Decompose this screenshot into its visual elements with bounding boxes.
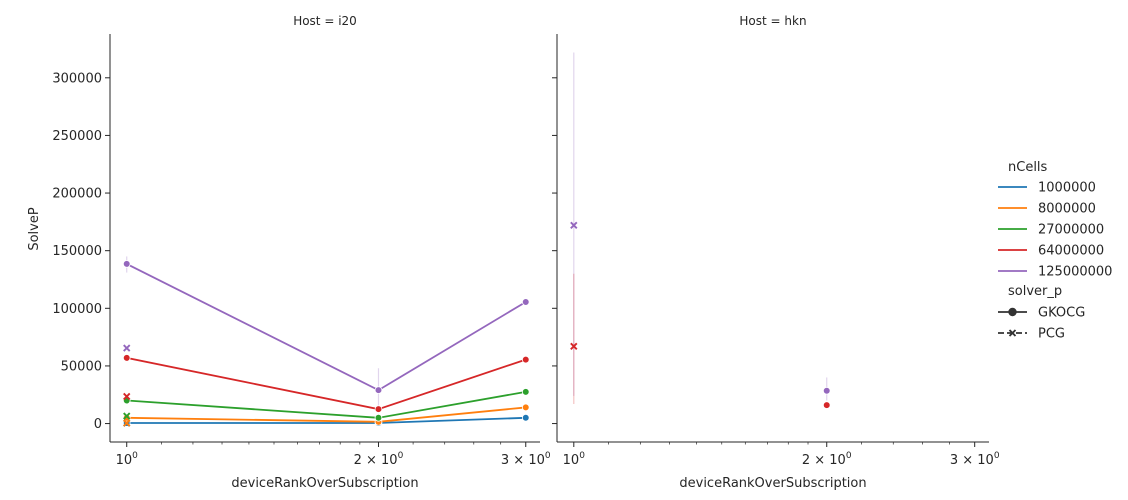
data-point-circle-marker [122,413,131,422]
data-point-circle-marker [822,401,831,409]
y-tick-label: 0 [94,417,102,432]
x-tick-label: 3 × 100 [501,451,551,468]
y-tick-label: 50000 [61,359,102,374]
x-tick-label: 2 × 100 [802,451,852,468]
legend-label: PCG [1038,327,1065,342]
legend-circle-marker [1008,307,1017,317]
series-line-gkocg-125000000 [126,263,527,392]
x-axis-label-left: deviceRankOverSubscription [231,476,418,491]
x-axis-label-right: deviceRankOverSubscription [679,476,866,491]
data-point-x-marker [123,419,131,427]
y-axis-label: SolveP [27,207,42,251]
legend-label: 64000000 [1038,244,1104,259]
x-tick-label: 3 × 100 [950,451,1000,468]
data-point-circle-marker [521,413,530,422]
panel-hkn: Host = hkn 100 2 × 100 3 × 100 [552,14,1000,468]
data-point-circle-marker [521,355,530,364]
data-point-x-marker [570,342,578,351]
y-tick-label: 300000 [52,71,102,86]
data-point-circle-marker [521,298,530,306]
data-point-circle-marker [521,388,530,396]
x-tick-label: 2 × 100 [354,451,404,468]
data-point-circle-marker [374,405,383,413]
data-point-x-marker [123,392,131,401]
data-point-x-marker [123,412,131,420]
legend-title-solver: solver_p [1008,284,1062,299]
y-tick-label: 150000 [52,244,102,259]
legend-label: 1000000 [1038,181,1096,196]
y-tick-label: 100000 [52,302,102,317]
data-point-circle-marker [374,386,383,394]
panel-title: Host = i20 [293,14,357,28]
panel-i20: Host = i20 0 50000 100000 150000 200000 250000… [52,14,551,468]
legend-label: 8000000 [1038,202,1096,217]
legend-x-marker [1008,329,1017,337]
legend-hue-entries: 1000000 8000000 27000000 64000000 125000000 [998,181,1112,280]
x-tick-label: 100 [116,451,139,468]
legend-title-ncells: nCells [1008,160,1048,175]
data-point-circle-marker [822,386,831,395]
chart-panels: Host = i20 0 50000 100000 150000 200000 250000… [52,14,999,468]
data-point-circle-marker [521,403,530,412]
data-point-circle-marker [122,260,131,268]
series-line-gkocg-64000000 [126,356,527,411]
y-tick-label: 200000 [52,187,102,202]
data-point-circle-marker [122,354,131,362]
legend-label: 27000000 [1038,223,1104,238]
data-point-circle-marker [374,413,383,422]
legend-label: 125000000 [1038,265,1112,280]
data-point-x-marker [570,221,578,229]
x-tick-label: 100 [563,451,586,468]
y-tick-label: 250000 [52,129,102,144]
legend-label: GKOCG [1038,306,1085,321]
panel-title: Host = hkn [739,14,806,28]
data-point-x-marker [123,344,131,352]
legend-style-entries: GKOCG PCG [998,306,1085,342]
legend: nCells 1000000 8000000 27000000 64000000 125… [998,160,1112,342]
